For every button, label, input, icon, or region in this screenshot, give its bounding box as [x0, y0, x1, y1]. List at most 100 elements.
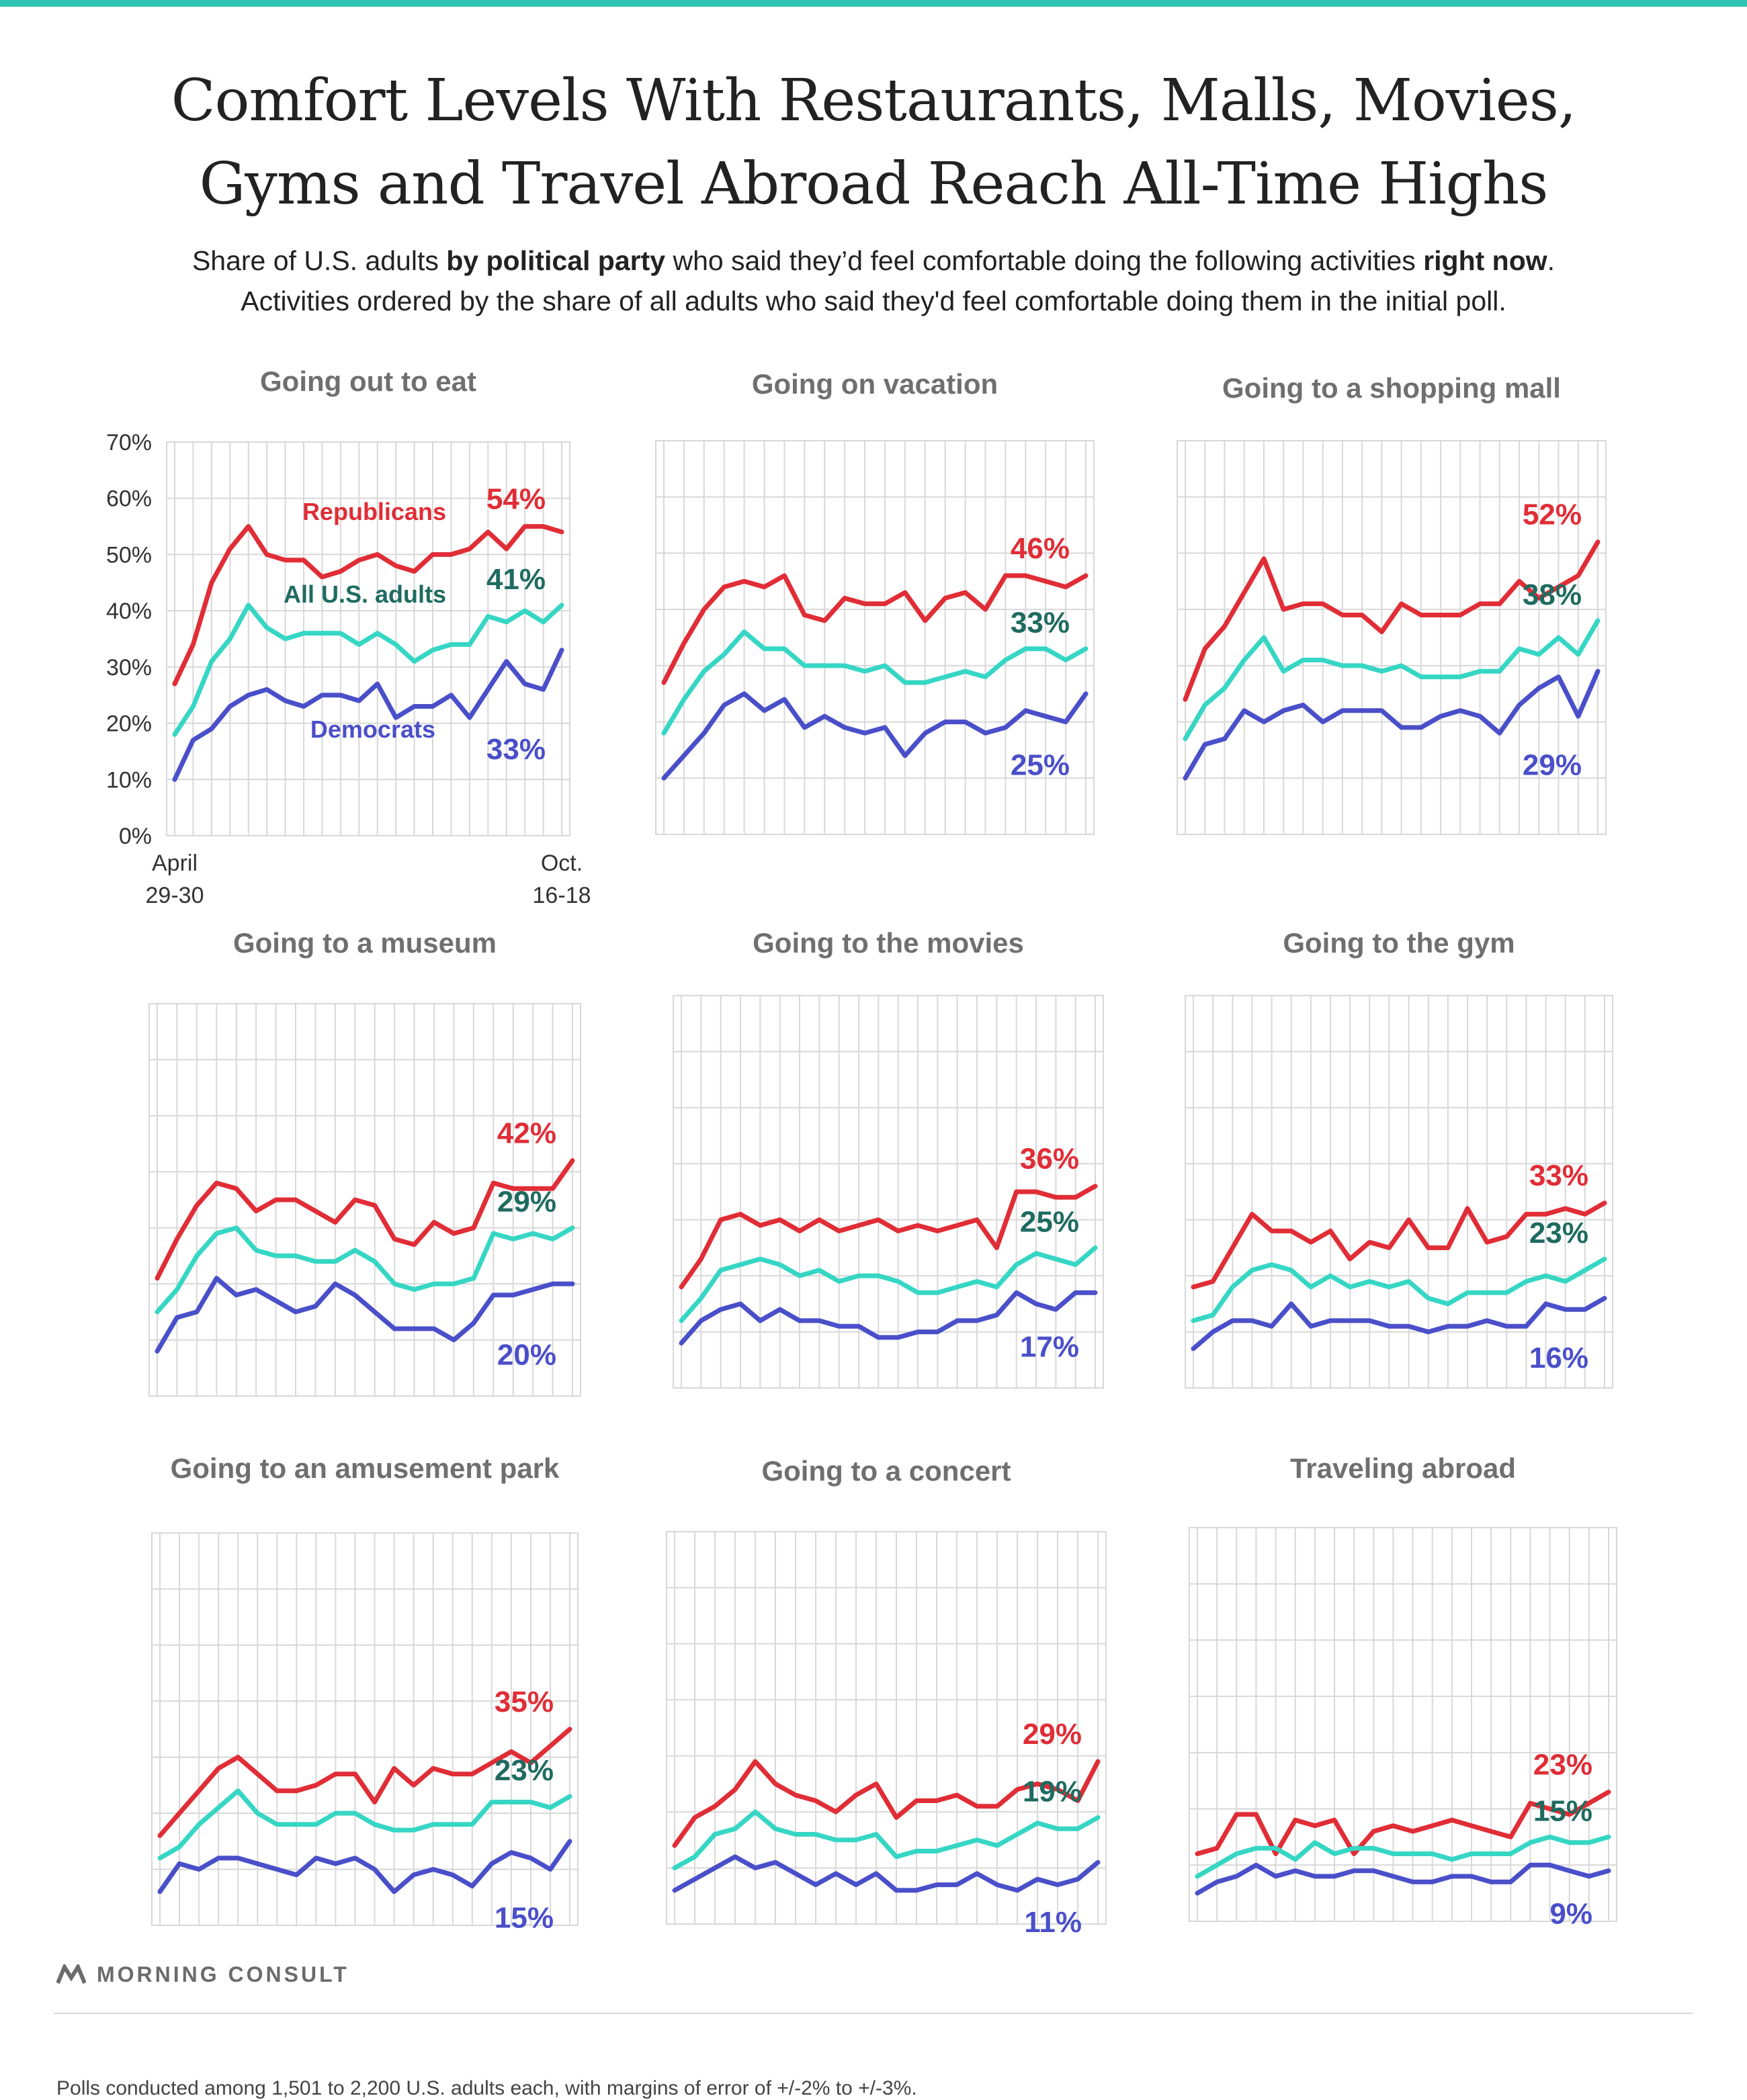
brand-logo: MORNING CONSULT	[56, 1958, 349, 1991]
panel-title: Going to a shopping mall	[1222, 372, 1561, 404]
series-line-democrats	[661, 691, 1089, 781]
series-line-democrats	[1191, 1296, 1607, 1352]
y-tick-label: 30%	[106, 655, 152, 681]
series-line-democrats	[157, 1839, 572, 1894]
subtitle: Share of U.S. adults by political party …	[0, 240, 1747, 321]
series-line-republicans	[1191, 1200, 1607, 1290]
panel-title: Going to an amusement park	[170, 1452, 560, 1484]
end-value-label-republicans: 54%	[486, 483, 546, 516]
y-tick-label: 0%	[119, 824, 152, 849]
series-line-republicans	[679, 1184, 1098, 1290]
x-tick-label: April	[152, 850, 198, 876]
end-value-label-democrats: 20%	[497, 1339, 556, 1372]
morning-consult-m-logo-icon	[56, 1964, 86, 1984]
panel-title: Going to the gym	[1283, 927, 1515, 959]
plot-frame	[151, 1532, 579, 1926]
subtitle-line-2: Activities ordered by the share of all a…	[241, 286, 1506, 316]
series-line-republicans	[155, 1158, 575, 1281]
y-tick-label: 50%	[106, 542, 152, 568]
chart-title: Comfort Levels With Restaurants, Malls, …	[0, 59, 1747, 226]
end-value-label-democrats: 9%	[1549, 1897, 1592, 1930]
y-tick-label: 70%	[106, 430, 152, 455]
end-value-label-all_adults: 38%	[1523, 578, 1582, 611]
chart-panel-3: 52% 38% 29%	[1177, 440, 1607, 835]
series-line-republicans	[1195, 1790, 1611, 1856]
chart-panel-8: 29% 19% 11%	[666, 1531, 1107, 1939]
end-value-label-all_adults: 23%	[1529, 1217, 1588, 1250]
series-line-democrats	[1183, 668, 1601, 781]
y-tick-label: 10%	[106, 767, 152, 793]
footer-divider	[54, 2013, 1693, 2014]
chart-panel-7: 35% 23% 15%	[151, 1532, 579, 1935]
series-line-democrats	[672, 1854, 1101, 1893]
series-line-republicans	[1183, 539, 1601, 702]
legend-label-democrats: Democrats	[310, 715, 435, 743]
subtitle-text-c: .	[1547, 245, 1556, 276]
panel-title: Going on vacation	[751, 368, 998, 400]
chart-panel-1: 0% 10% 20% 30% 40% 50% 60% 70% April 29-30 Oct. 16-…	[106, 430, 591, 908]
panel-title: Going out to eat	[260, 365, 476, 397]
end-value-label-democrats: 17%	[1020, 1331, 1079, 1364]
series-line-all_adults	[1183, 618, 1601, 742]
series-line-all_adults	[661, 629, 1089, 736]
series-line-republicans	[661, 573, 1089, 685]
end-value-label-republicans: 29%	[1023, 1718, 1082, 1751]
title-line-1: Comfort Levels With Restaurants, Malls, …	[171, 67, 1576, 134]
end-value-label-all_adults: 29%	[497, 1186, 556, 1219]
panel-title: Going to a concert	[761, 1455, 1011, 1487]
x-tick-label: Oct.	[541, 850, 583, 876]
end-value-label-all_adults: 33%	[1011, 607, 1070, 640]
x-tick-label: 16-18	[533, 883, 591, 908]
y-tick-label: 40%	[106, 599, 152, 624]
y-tick-label: 60%	[106, 486, 152, 512]
end-value-label-democrats: 15%	[495, 1902, 554, 1935]
subtitle-bold-b: right now	[1423, 245, 1547, 276]
series-line-all_adults	[672, 1809, 1101, 1871]
x-tick-label: 29-30	[146, 883, 204, 908]
series-line-republicans	[157, 1726, 572, 1838]
series-line-all_adults	[155, 1225, 575, 1315]
brand-name: MORNING CONSULT	[97, 1962, 349, 1986]
subtitle-line-1: Share of U.S. adults by political party …	[0, 240, 1747, 281]
end-value-label-democrats: 11%	[1024, 1906, 1082, 1939]
end-value-label-democrats: 29%	[1523, 748, 1582, 781]
end-value-label-democrats: 33%	[486, 733, 546, 766]
chart-panel-4: 42% 29% 20%	[148, 1003, 581, 1397]
end-value-label-all_adults: 15%	[1533, 1794, 1592, 1827]
end-value-label-republicans: 36%	[1020, 1143, 1079, 1176]
series-line-all_adults	[679, 1245, 1098, 1323]
end-value-label-democrats: 25%	[1011, 748, 1070, 781]
end-value-label-all_adults: 25%	[1020, 1205, 1079, 1238]
series-line-all_adults	[1195, 1834, 1611, 1879]
end-value-label-democrats: 16%	[1529, 1342, 1588, 1374]
end-value-label-all_adults: 19%	[1023, 1775, 1082, 1808]
series-line-republicans	[172, 524, 564, 687]
panel-title: Going to the movies	[753, 927, 1024, 959]
chart-panel-2: 46% 33% 25%	[655, 440, 1095, 835]
plot-frame	[1189, 1527, 1617, 1922]
top-accent-bar	[0, 0, 1747, 7]
chart-panel-5: 36% 25% 17%	[673, 995, 1104, 1389]
end-value-label-all_adults: 41%	[486, 563, 546, 596]
legend-label-all_adults: All U.S. adults	[284, 580, 446, 608]
chart-panel-9: 23% 15% 9%	[1189, 1527, 1617, 1930]
y-tick-label: 20%	[106, 711, 152, 737]
end-value-label-republicans: 42%	[497, 1117, 556, 1150]
series-line-democrats	[172, 648, 564, 782]
panel-title: Going to a museum	[232, 927, 497, 959]
series-line-all_adults	[1191, 1256, 1607, 1323]
series-line-democrats	[679, 1290, 1098, 1346]
series-line-all_adults	[172, 603, 564, 737]
footnote: Polls conducted among 1,501 to 2,200 U.S…	[56, 2077, 917, 2099]
end-value-label-republicans: 23%	[1533, 1748, 1592, 1781]
end-value-label-republicans: 52%	[1523, 498, 1582, 531]
subtitle-text-a: Share of U.S. adults	[191, 245, 447, 276]
chart-panel-6: 33% 23% 16%	[1185, 995, 1613, 1389]
subtitle-bold-a: by political party	[446, 245, 666, 276]
series-line-republicans	[672, 1759, 1101, 1848]
end-value-label-republicans: 33%	[1529, 1160, 1588, 1192]
end-value-label-republicans: 35%	[495, 1686, 554, 1718]
title-line-2: Gyms and Travel Abroad Reach All-Time Hi…	[199, 150, 1549, 218]
end-value-label-all_adults: 23%	[495, 1754, 554, 1787]
